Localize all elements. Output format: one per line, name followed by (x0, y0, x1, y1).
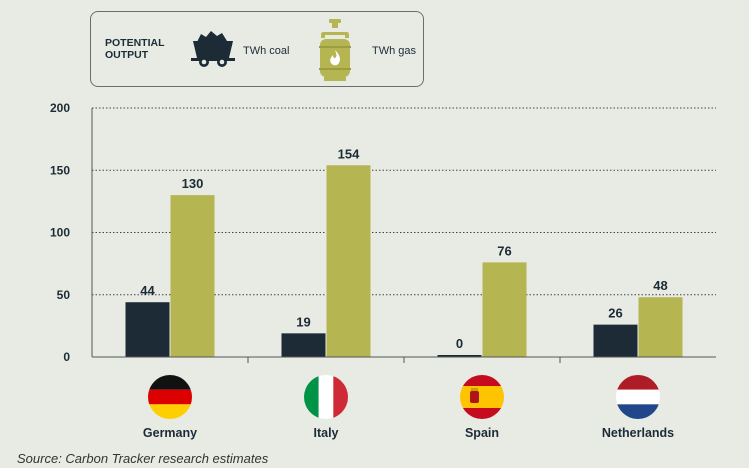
legend: POTENTIAL OUTPUT TWh coal TWh gas (90, 11, 424, 87)
value-label-coal-netherlands: 26 (608, 306, 622, 321)
bar-gas-italy (326, 165, 371, 357)
value-labels: 44 130 19 154 0 76 26 48 (140, 146, 667, 351)
category-label-germany: Germany (143, 426, 197, 440)
bar-coal-germany (125, 302, 170, 357)
coal-wagon-icon (191, 31, 235, 67)
value-label-gas-italy: 154 (338, 146, 360, 161)
bar-gas-netherlands (638, 297, 683, 357)
bar-gas-spain (482, 262, 527, 357)
category-label-italy: Italy (313, 426, 338, 440)
bar-coal-spain (437, 355, 482, 357)
category-label-netherlands: Netherlands (602, 426, 674, 440)
legend-coal-label: TWh coal (243, 45, 290, 57)
germany-flag-icon (148, 375, 192, 419)
legend-gas-label: TWh gas (372, 45, 417, 57)
netherlands-flag-icon (616, 375, 660, 419)
value-label-gas-netherlands: 48 (653, 278, 667, 293)
bar-gas-germany (170, 195, 215, 357)
y-tick-label: 0 (63, 350, 70, 364)
y-tick-label: 200 (50, 101, 70, 115)
value-label-gas-germany: 130 (182, 176, 204, 191)
country-flags (148, 375, 660, 419)
bar-coal-italy (281, 333, 326, 357)
y-tick-label: 50 (57, 288, 71, 302)
y-tick-label: 100 (50, 226, 70, 240)
bars (125, 165, 683, 357)
gas-cylinder-icon (319, 19, 351, 81)
category-separators (247, 357, 561, 363)
value-label-coal-italy: 19 (296, 314, 310, 329)
category-labels: Germany Italy Spain Netherlands (143, 426, 674, 440)
value-label-gas-spain: 76 (497, 243, 511, 258)
bar-coal-netherlands (593, 324, 638, 357)
y-tick-labels: 0 50 100 150 200 (50, 101, 70, 364)
value-label-coal-germany: 44 (140, 283, 155, 298)
legend-title: POTENTIAL OUTPUT (105, 37, 165, 61)
category-label-spain: Spain (465, 426, 499, 440)
y-tick-label: 150 (50, 163, 70, 177)
source-note: Source: Carbon Tracker research estimate… (17, 451, 269, 466)
gridlines (92, 107, 716, 296)
spain-flag-icon (460, 375, 504, 419)
value-label-coal-spain: 0 (456, 336, 463, 351)
italy-flag-icon (304, 375, 348, 419)
